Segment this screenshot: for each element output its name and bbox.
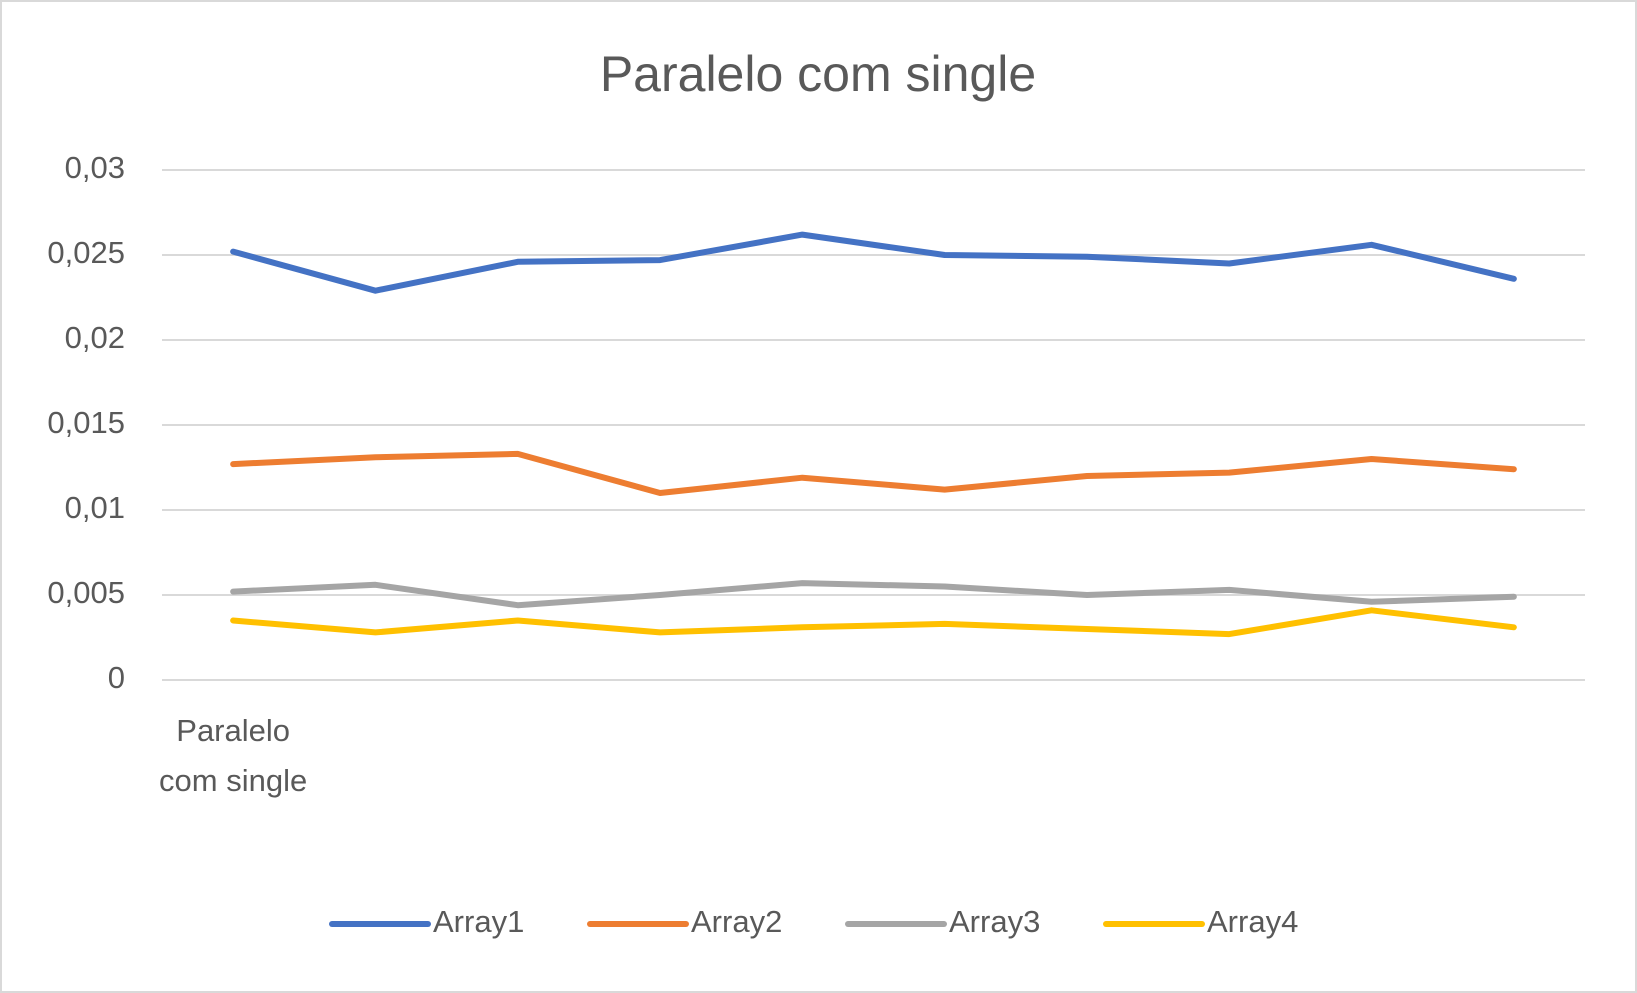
legend-label: Array4 bbox=[1207, 904, 1298, 939]
y-tick-label: 0,03 bbox=[65, 150, 125, 185]
line-series bbox=[230, 580, 1517, 609]
y-tick-label: 0,02 bbox=[65, 320, 125, 355]
y-tick-label: 0,005 bbox=[47, 575, 125, 610]
line-series bbox=[230, 450, 1517, 496]
y-tick-label: 0 bbox=[108, 660, 125, 695]
legend-label: Array1 bbox=[433, 904, 524, 939]
y-tick-label: 0,015 bbox=[47, 405, 125, 440]
chart-title: Paralelo com single bbox=[600, 46, 1036, 102]
legend-label: Array3 bbox=[949, 904, 1040, 939]
line-series bbox=[230, 231, 1517, 294]
y-tick-label: 0,01 bbox=[65, 490, 125, 525]
line-series bbox=[230, 607, 1517, 638]
y-tick-label: 0,025 bbox=[47, 235, 125, 270]
x-tick-label: Paralelo com single bbox=[159, 713, 308, 798]
legend-label: Array2 bbox=[691, 904, 782, 939]
